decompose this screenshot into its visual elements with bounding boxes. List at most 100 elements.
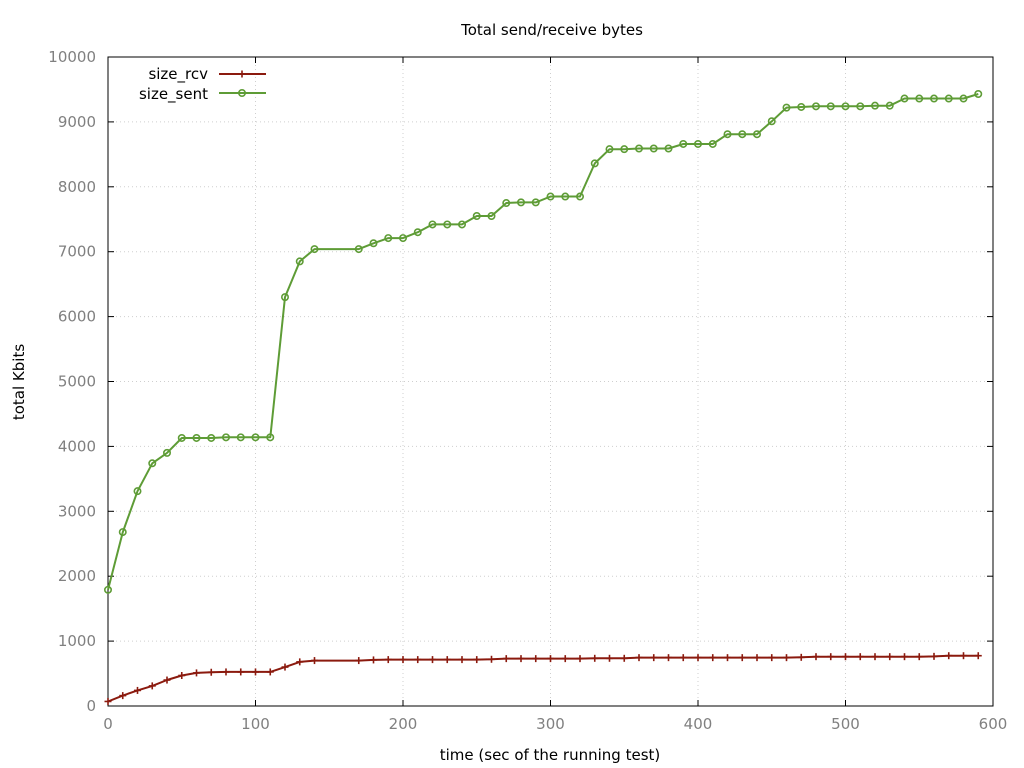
data-point-size-rcv <box>355 657 363 665</box>
data-point-size-sent <box>443 220 452 229</box>
data-point-size-rcv <box>960 652 967 660</box>
data-point-size-rcv <box>266 668 274 676</box>
data-point-size-rcv <box>517 655 525 663</box>
data-point-size-sent <box>266 433 275 442</box>
data-point-size-rcv <box>178 671 186 679</box>
data-point-size-rcv <box>134 686 141 694</box>
data-point-size-sent <box>236 433 245 442</box>
data-point-size-sent <box>929 94 938 103</box>
data-point-size-rcv <box>915 653 923 661</box>
data-point-size-rcv <box>650 654 658 662</box>
x-tick-label: 500 <box>831 715 860 733</box>
data-point-size-rcv <box>974 652 982 660</box>
data-point-size-rcv <box>429 656 436 664</box>
data-point-size-sent <box>900 94 909 103</box>
data-point-size-sent <box>590 159 599 168</box>
data-point-size-rcv <box>591 654 599 662</box>
data-point-size-rcv <box>797 653 805 661</box>
y-tick-label: 8000 <box>58 178 96 196</box>
data-point-size-sent <box>310 245 319 254</box>
data-point-size-rcv <box>148 682 156 690</box>
data-point-size-sent <box>811 102 820 111</box>
data-point-size-sent <box>222 433 231 442</box>
y-tick-label: 0 <box>86 697 96 715</box>
data-point-size-sent <box>649 144 658 153</box>
data-point-size-rcv <box>547 655 554 663</box>
data-point-size-rcv <box>207 668 215 676</box>
data-point-size-rcv <box>694 654 702 662</box>
data-point-size-sent <box>782 103 791 112</box>
y-tick-label: 9000 <box>58 113 96 131</box>
legend-label-size-rcv: size_rcv <box>148 65 208 84</box>
series-size-sent <box>104 89 983 594</box>
data-point-size-sent <box>516 198 525 207</box>
series-line-size-sent <box>107 93 979 591</box>
y-tick-label: 2000 <box>58 567 96 585</box>
x-tick-label: 200 <box>389 715 418 733</box>
data-point-size-rcv <box>473 656 481 664</box>
data-point-size-rcv <box>768 654 776 662</box>
data-point-size-rcv <box>635 654 643 662</box>
data-point-size-rcv <box>296 658 304 666</box>
data-point-size-rcv <box>222 668 230 676</box>
data-point-size-rcv <box>561 655 569 663</box>
data-point-size-sent <box>974 89 983 98</box>
y-tick-label: 1000 <box>58 632 96 650</box>
data-point-size-sent <box>192 433 201 442</box>
grid-layer <box>108 57 993 706</box>
data-point-size-rcv <box>119 692 127 700</box>
data-point-size-sent <box>752 130 761 139</box>
data-point-size-sent <box>280 293 289 302</box>
data-point-size-sent <box>944 94 953 103</box>
legend-marker-size-sent <box>238 89 247 98</box>
data-point-size-rcv <box>842 653 849 661</box>
data-point-size-rcv <box>856 653 864 661</box>
data-point-size-rcv <box>163 676 171 684</box>
data-point-size-sent <box>856 102 865 111</box>
data-point-size-sent <box>369 239 378 248</box>
y-tick-label: 6000 <box>58 308 96 326</box>
x-tick-label: 300 <box>536 715 565 733</box>
y-tick-label: 10000 <box>48 48 96 66</box>
data-point-size-rcv <box>443 656 451 664</box>
y-tick-label: 5000 <box>58 373 96 391</box>
data-point-size-rcv <box>384 656 392 664</box>
data-point-size-sent <box>634 144 643 153</box>
y-tick-label: 4000 <box>58 437 96 455</box>
legend: size_rcv size_sent <box>139 65 266 104</box>
data-point-size-sent <box>826 102 835 111</box>
data-point-size-sent <box>177 433 186 442</box>
y-axis-title: total Kbits <box>10 344 28 420</box>
legend-marker-size-rcv <box>238 70 246 78</box>
data-point-size-sent <box>605 145 614 154</box>
data-point-size-rcv <box>458 656 466 664</box>
series-size-rcv <box>104 652 982 705</box>
data-point-size-sent <box>148 459 157 468</box>
data-point-size-sent <box>133 487 142 496</box>
data-point-size-rcv <box>724 654 731 662</box>
x-tick-label: 600 <box>979 715 1008 733</box>
y-tick-label: 3000 <box>58 502 96 520</box>
data-point-size-rcv <box>783 654 790 662</box>
data-point-size-rcv <box>576 655 584 663</box>
series-layer <box>104 89 983 705</box>
data-point-size-sent <box>723 130 732 139</box>
data-point-size-rcv <box>488 655 495 663</box>
data-point-size-rcv <box>502 655 510 663</box>
data-point-size-rcv <box>945 652 953 660</box>
data-point-size-rcv <box>812 653 820 661</box>
data-point-size-rcv <box>532 655 540 663</box>
data-point-size-sent <box>738 130 747 139</box>
data-point-size-sent <box>428 220 437 229</box>
data-point-size-sent <box>413 228 422 237</box>
data-point-size-sent <box>575 192 584 201</box>
data-point-size-sent <box>767 117 776 126</box>
data-point-size-sent <box>384 234 393 243</box>
data-point-size-rcv <box>193 669 200 677</box>
x-tick-label: 0 <box>103 715 113 733</box>
data-point-size-sent <box>708 139 717 148</box>
data-point-size-rcv <box>930 652 938 660</box>
series-line-size-rcv <box>107 654 979 703</box>
data-point-size-rcv <box>237 668 245 676</box>
